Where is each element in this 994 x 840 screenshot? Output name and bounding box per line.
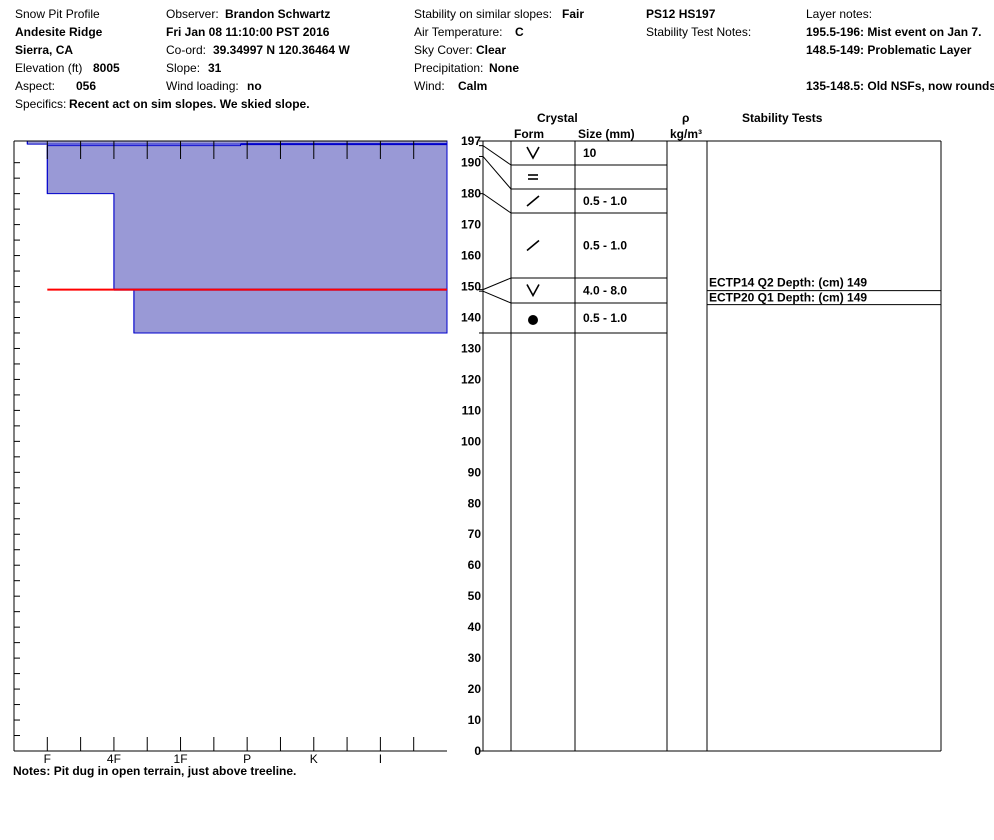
depth-tick-label: 50 bbox=[468, 589, 482, 603]
depth-tick-label: 170 bbox=[461, 218, 481, 232]
observer-value: Brandon Schwartz bbox=[225, 7, 331, 21]
location: Andesite Ridge bbox=[15, 25, 103, 39]
wind-loading-label: Wind loading: bbox=[166, 79, 239, 93]
crystal-form-icon bbox=[526, 146, 540, 160]
depth-tick-label: 180 bbox=[461, 187, 481, 201]
depth-tick-label: 70 bbox=[468, 527, 482, 541]
hardness-tick-label: I bbox=[379, 752, 382, 766]
stability-test-label: ECTP14 Q2 Depth: (cm) 149 bbox=[709, 276, 867, 290]
stability-value: Fair bbox=[562, 7, 585, 21]
depth-tick-label: 60 bbox=[468, 558, 482, 572]
layer-connector bbox=[482, 193, 512, 214]
crystal-size: 0.5 - 1.0 bbox=[583, 239, 627, 253]
coord-label: Co-ord: bbox=[166, 43, 207, 57]
notes-text: Pit dug in open terrain, just above tree… bbox=[53, 764, 297, 778]
density-symbol-header: ρ bbox=[682, 111, 690, 125]
specifics-value: Recent act on sim slopes. We skied slope… bbox=[69, 97, 310, 111]
depth-tick-label: 90 bbox=[468, 465, 482, 479]
crystal-form-icon bbox=[526, 284, 540, 298]
air-temp-value: C bbox=[515, 25, 524, 39]
hardness-tick-label: P bbox=[243, 752, 251, 766]
pit-id: PS12 HS197 bbox=[646, 7, 716, 21]
layer-note: 148.5-149: Problematic Layer bbox=[806, 43, 972, 57]
aspect-value: 056 bbox=[76, 79, 97, 93]
crystal-size: 10 bbox=[583, 146, 597, 160]
datetime: Fri Jan 08 11:10:00 PST 2016 bbox=[166, 25, 330, 39]
layer-connector bbox=[482, 156, 512, 190]
aspect-label: Aspect: bbox=[15, 79, 56, 93]
depth-tick-label: 160 bbox=[461, 249, 481, 263]
crystal-size: 0.5 - 1.0 bbox=[583, 311, 627, 325]
slope-label: Slope: bbox=[166, 61, 201, 75]
depth-tick-label: 120 bbox=[461, 372, 481, 386]
elevation-value: 8005 bbox=[93, 61, 120, 75]
crystal-form-icon bbox=[526, 195, 540, 207]
precip-value: None bbox=[489, 61, 519, 75]
depth-tick-label: 20 bbox=[468, 682, 482, 696]
depth-tick-label: 40 bbox=[468, 620, 482, 634]
precip-label: Precipitation: bbox=[414, 61, 484, 75]
sky-value: Clear bbox=[476, 43, 507, 57]
crystal-form-icon bbox=[528, 315, 538, 325]
depth-tick-label: 110 bbox=[462, 403, 482, 417]
depth-tick-label: 197 bbox=[461, 134, 481, 148]
crystal-header: Crystal bbox=[537, 111, 578, 125]
size-header: Size (mm) bbox=[578, 127, 635, 141]
notes-label: Notes: bbox=[13, 764, 51, 778]
slope-value: 31 bbox=[208, 61, 222, 75]
hardness-tick-label: K bbox=[310, 752, 318, 766]
depth-tick-label: 30 bbox=[468, 651, 482, 665]
hardness-tick-label: F bbox=[44, 752, 51, 766]
observer-label: Observer: bbox=[166, 7, 219, 21]
stability-notes-label: Stability Test Notes: bbox=[646, 25, 752, 39]
layer-note: 195.5-196: Mist event on Jan 7. bbox=[806, 25, 982, 39]
elevation-label: Elevation (ft) bbox=[15, 61, 83, 75]
depth-tick-label: 0 bbox=[474, 744, 481, 758]
profile-title: Snow Pit Profile bbox=[15, 7, 100, 21]
wind-value: Calm bbox=[458, 79, 488, 93]
air-temp-label: Air Temperature: bbox=[414, 25, 503, 39]
layer-connector bbox=[482, 290, 512, 304]
layer-note: 135-148.5: Old NSFs, now rounds bbox=[806, 79, 994, 93]
stability-label: Stability on similar slopes: bbox=[414, 7, 553, 21]
layer-notes-label: Layer notes: bbox=[806, 7, 873, 21]
depth-tick-label: 140 bbox=[461, 310, 481, 324]
depth-tick-label: 100 bbox=[461, 434, 481, 448]
sky-label: Sky Cover: bbox=[414, 43, 473, 57]
form-header: Form bbox=[514, 127, 544, 141]
crystal-form-icon bbox=[526, 239, 540, 252]
crystal-size: 4.0 - 8.0 bbox=[583, 284, 627, 298]
stability-tests-header: Stability Tests bbox=[742, 111, 823, 125]
depth-tick-label: 10 bbox=[468, 713, 482, 727]
depth-tick-label: 150 bbox=[461, 280, 481, 294]
hardness-profile-area bbox=[26, 140, 448, 334]
hardness-tick-label: 1F bbox=[174, 752, 188, 766]
density-unit-header: kg/m³ bbox=[670, 127, 703, 141]
crystal-size: 0.5 - 1.0 bbox=[583, 194, 627, 208]
depth-tick-label: 190 bbox=[461, 156, 481, 170]
depth-tick-label: 130 bbox=[461, 341, 481, 355]
layer-connector bbox=[482, 277, 512, 291]
coord-value: 39.34997 N 120.36464 W bbox=[213, 43, 350, 57]
depth-tick-label: 80 bbox=[468, 496, 482, 510]
wind-loading-value: no bbox=[247, 79, 262, 93]
layer-connector bbox=[482, 145, 512, 166]
hardness-tick-label: 4F bbox=[107, 752, 121, 766]
wind-label: Wind: bbox=[414, 79, 445, 93]
region: Sierra, CA bbox=[15, 43, 74, 57]
notes: Notes: Pit dug in open terrain, just abo… bbox=[13, 764, 296, 778]
stability-test-label: ECTP20 Q1 Depth: (cm) 149 bbox=[709, 291, 867, 305]
specifics-label: Specifics: bbox=[15, 97, 67, 111]
